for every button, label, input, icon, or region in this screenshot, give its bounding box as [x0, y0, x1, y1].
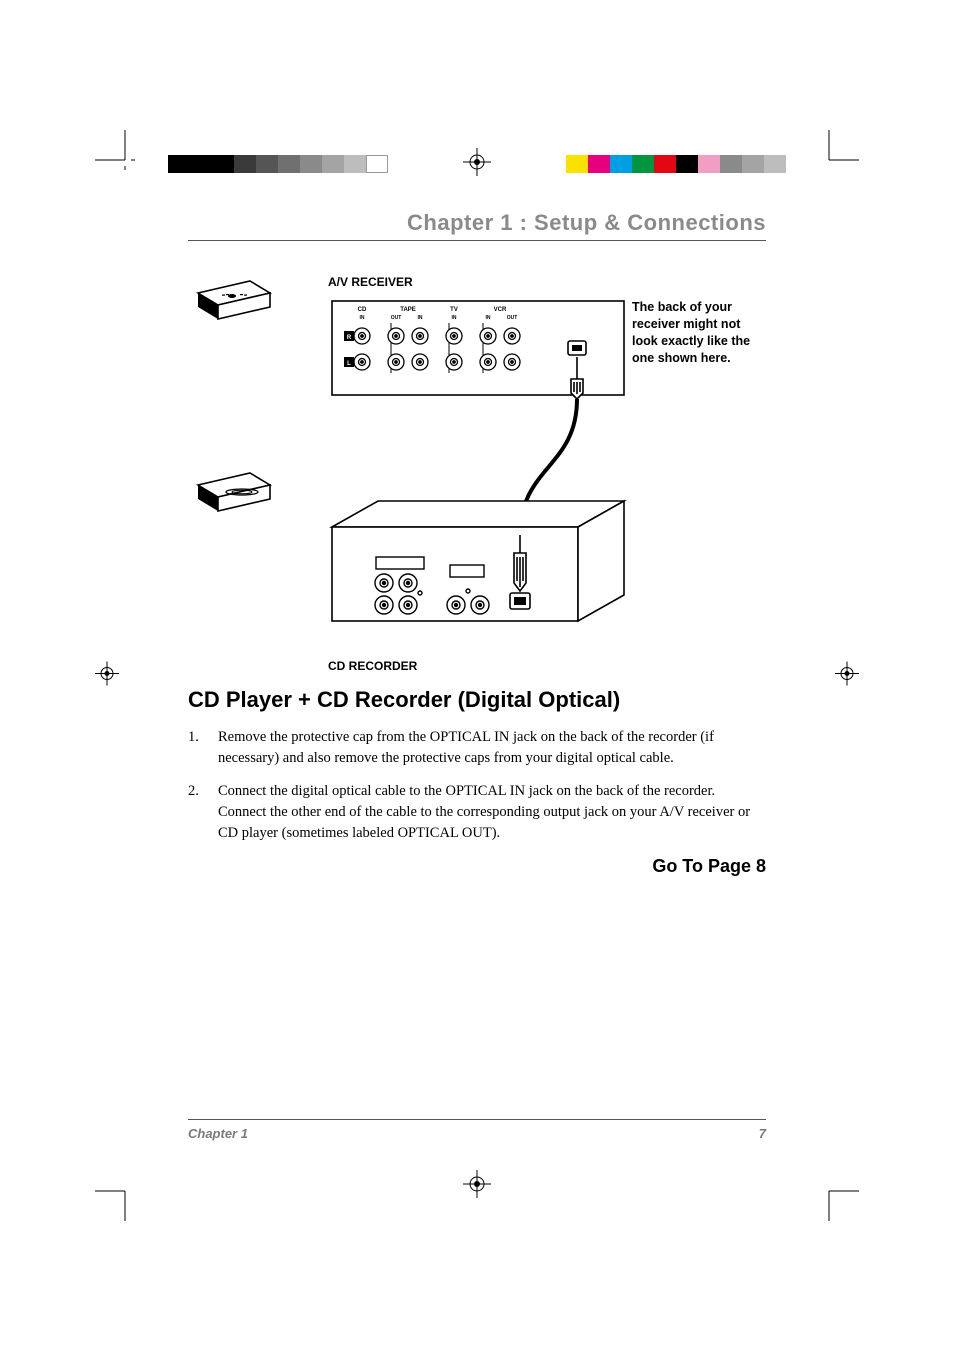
chapter-title: Chapter 1 : Setup & Connections — [188, 210, 766, 241]
svg-text:IN: IN — [486, 315, 491, 321]
steps-list: Remove the protective cap from the OPTIC… — [188, 727, 766, 844]
registration-mark-right — [835, 661, 859, 690]
registration-mark-left — [95, 661, 119, 690]
svg-text:IN: IN — [452, 315, 457, 321]
back-panel-diagram: RLCDINTAPEOUTINTVINVCRINOUT — [328, 297, 628, 657]
svg-text:OUT: OUT — [507, 315, 518, 321]
colorbar-cmyk — [566, 155, 786, 173]
colorbar-grayscale — [168, 155, 388, 173]
cd-recorder-icon — [194, 467, 274, 522]
step-item: Connect the digital optical cable to the… — [188, 781, 766, 844]
figure-sidenote: The back of your receiver might not look… — [632, 299, 762, 367]
svg-text:VCR: VCR — [494, 307, 507, 313]
page-footer: Chapter 1 7 — [188, 1119, 766, 1141]
av-receiver-label: A/V RECEIVER — [328, 275, 413, 289]
footer-page-number: 7 — [759, 1126, 766, 1141]
crop-mark-tr — [819, 130, 859, 170]
page-content: Chapter 1 : Setup & Connections — [188, 210, 766, 1141]
svg-text:IN: IN — [418, 315, 423, 321]
av-receiver-icon — [194, 275, 274, 330]
crop-mark-bl — [95, 1181, 135, 1221]
step-item: Remove the protective cap from the OPTIC… — [188, 727, 766, 769]
registration-mark-bottom — [463, 1170, 491, 1203]
crop-mark-tl — [95, 130, 135, 170]
svg-text:TV: TV — [450, 307, 458, 313]
footer-chapter: Chapter 1 — [188, 1126, 248, 1141]
cd-recorder-label: CD RECORDER — [328, 659, 417, 673]
goto-page: Go To Page 8 — [188, 856, 766, 877]
svg-text:R: R — [347, 335, 352, 341]
svg-text:TAPE: TAPE — [400, 307, 416, 313]
section-heading: CD Player + CD Recorder (Digital Optical… — [188, 687, 766, 713]
registration-mark-top — [463, 148, 491, 181]
crop-mark-br — [819, 1181, 859, 1221]
svg-text:CD: CD — [358, 307, 367, 313]
svg-text:IN: IN — [360, 315, 365, 321]
svg-text:L: L — [347, 361, 351, 367]
connection-figure: A/V RECEIVER The back of your receiver m… — [188, 269, 766, 669]
svg-text:OUT: OUT — [391, 315, 402, 321]
